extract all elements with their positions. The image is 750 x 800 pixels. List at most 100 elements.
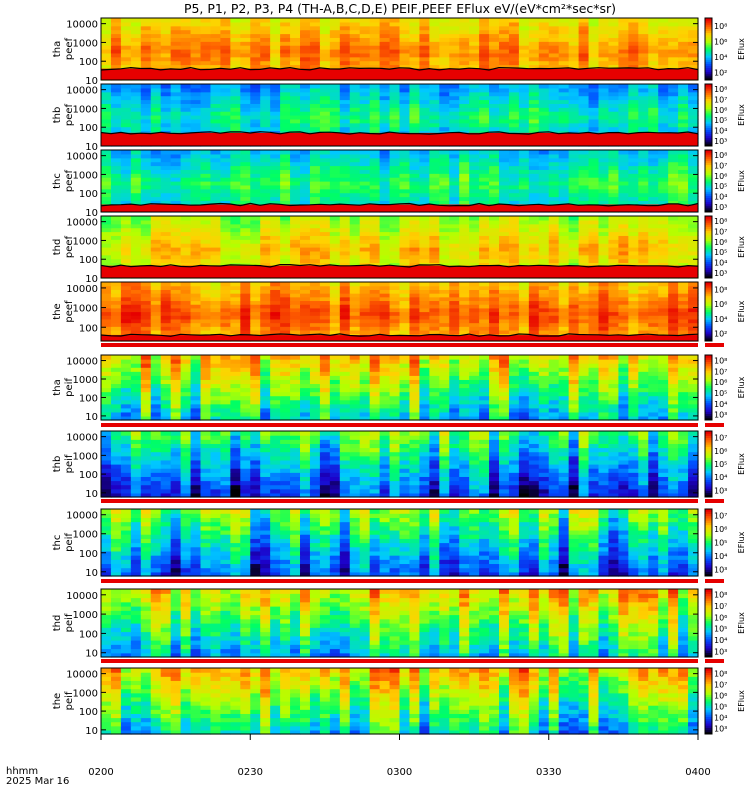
heatmap-cell: [110, 235, 122, 240]
heatmap-cell: [290, 87, 301, 93]
heatmap-cell: [568, 33, 580, 38]
heatmap-cell: [250, 329, 261, 335]
heatmap-cell: [578, 41, 590, 46]
heatmap-cell: [499, 161, 510, 167]
heatmap-cell: [489, 111, 500, 116]
heatmap-cell: [101, 103, 112, 108]
heatmap-cell: [270, 196, 281, 201]
heatmap-cell: [101, 115, 112, 120]
heatmap-cell: [359, 181, 371, 186]
heatmap-cell: [329, 41, 341, 46]
heatmap-cell: [439, 247, 450, 252]
heatmap-cell: [429, 99, 440, 104]
heatmap-cell: [518, 122, 530, 128]
heatmap-cell: [588, 150, 600, 155]
heatmap-cell: [429, 130, 440, 135]
heatmap-cell: [329, 181, 341, 186]
heatmap-cell: [200, 126, 212, 132]
heatmap-cell: [658, 311, 669, 316]
heatmap-cell: [359, 60, 371, 66]
heatmap-cell: [359, 49, 371, 54]
heatmap-cell: [339, 250, 351, 256]
heatmap-cell: [230, 304, 241, 309]
heatmap-cell: [180, 153, 192, 159]
heatmap-cell: [618, 181, 629, 186]
heatmap-cell: [668, 196, 679, 201]
heatmap-cell: [658, 227, 669, 233]
colorbar-segment: [705, 253, 712, 256]
y-tick-label: 100: [79, 123, 98, 134]
heatmap-cell: [230, 188, 241, 194]
heatmap-cell: [409, 285, 420, 290]
heatmap-cell: [210, 196, 221, 201]
heatmap-cell: [658, 37, 669, 42]
heatmap-cell: [250, 318, 261, 324]
heatmap-cell: [319, 56, 331, 62]
heatmap-cell: [618, 56, 629, 62]
heatmap-cell: [399, 29, 411, 35]
heatmap-cell: [439, 91, 450, 97]
heatmap-cell: [170, 181, 182, 186]
heatmap-cell: [349, 165, 361, 170]
y-tick-label: 10: [85, 208, 98, 219]
heatmap-cell: [379, 107, 391, 112]
heatmap-cell: [230, 118, 241, 124]
heatmap-cell: [429, 18, 440, 23]
colorbar-frame: [704, 83, 713, 147]
heatmap-cell: [419, 326, 430, 331]
heatmap-cell: [329, 56, 341, 62]
heatmap-cell: [329, 29, 341, 35]
heatmap-cell: [210, 157, 221, 163]
heatmap-cell: [339, 311, 351, 316]
heatmap-cell: [389, 285, 401, 290]
heatmap-cell: [280, 311, 291, 316]
heatmap-cell: [548, 216, 560, 221]
heatmap-cell: [190, 285, 202, 290]
heatmap-cell: [150, 192, 162, 198]
heatmap-cell: [528, 223, 540, 229]
heatmap-cell: [668, 99, 679, 104]
heatmap-cell: [120, 45, 132, 50]
heatmap-cell: [588, 311, 600, 316]
heatmap-cell: [359, 315, 371, 320]
heatmap-cell: [459, 304, 470, 309]
heatmap-cell: [250, 87, 261, 93]
heatmap-cell: [349, 118, 361, 124]
heatmap-cell: [180, 184, 192, 190]
figure-title: P5, P1, P2, P3, P4 (TH-A,B,C,D,E) PEIF,P…: [184, 1, 616, 16]
heatmap-cell: [628, 181, 639, 186]
heatmap-cell: [409, 311, 420, 316]
heatmap-cell: [319, 307, 331, 313]
heatmap-cell: [558, 173, 570, 178]
heatmap-cell: [429, 64, 440, 69]
heatmap-cell: [568, 216, 580, 221]
heatmap-cell: [588, 18, 600, 23]
heatmap-cell: [568, 258, 580, 264]
heatmap-cell: [160, 115, 172, 120]
heatmap-cell: [628, 49, 639, 54]
heatmap-cell: [359, 150, 371, 155]
colorbar-segment: [705, 61, 712, 64]
heatmap-cell: [558, 169, 570, 174]
heatmap-cell: [658, 200, 669, 205]
heatmap-cell: [160, 84, 172, 89]
heatmap-cell: [409, 150, 420, 155]
heatmap-cell: [678, 311, 689, 316]
heatmap-cell: [499, 304, 510, 309]
heatmap-cell: [329, 296, 341, 302]
heatmap-cell: [319, 126, 331, 132]
heatmap-cell: [508, 56, 520, 62]
heatmap-cell: [469, 111, 480, 116]
heatmap-cell: [329, 173, 341, 178]
heatmap-cell: [389, 307, 401, 313]
heatmap-cell: [409, 307, 420, 313]
heatmap-cell: [618, 99, 629, 104]
heatmap-cell: [250, 165, 261, 170]
heatmap-cell: [210, 304, 221, 309]
heatmap-cell: [319, 243, 331, 248]
heatmap-cell: [339, 258, 351, 264]
heatmap-cell: [558, 329, 570, 335]
heatmap-cell: [598, 157, 610, 163]
heatmap-cell: [309, 64, 321, 69]
